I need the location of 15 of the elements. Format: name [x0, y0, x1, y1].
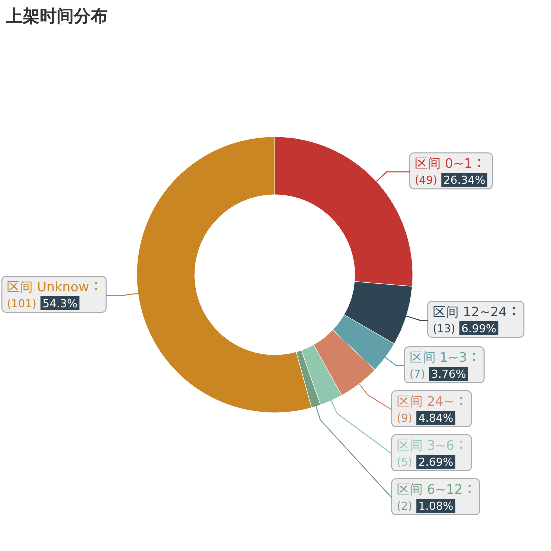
slice-label: 区间 1~3	[410, 350, 468, 366]
slice-label: 区间 Unknow	[7, 280, 90, 296]
data-label: (101) 54.3%	[7, 297, 78, 310]
data-label: (5) 2.69%	[397, 456, 454, 469]
slice-label: 区间 24~	[397, 394, 455, 410]
data-label: (9) 4.84%	[397, 412, 454, 425]
slice-label: 区间 12~24	[433, 306, 508, 321]
slice-label: 区间 3~6	[397, 438, 455, 454]
data-label: (13) 6.99%	[433, 322, 497, 336]
data-label: (7) 3.76%	[410, 368, 466, 381]
data-label: (49) 26.34%	[415, 174, 486, 188]
slice-label: 区间 6~12	[397, 482, 463, 498]
data-label: (2) 1.08%	[397, 500, 454, 513]
chart-title: 上架时间分布	[5, 7, 108, 27]
slice-label: 区间 0~1	[415, 157, 473, 172]
